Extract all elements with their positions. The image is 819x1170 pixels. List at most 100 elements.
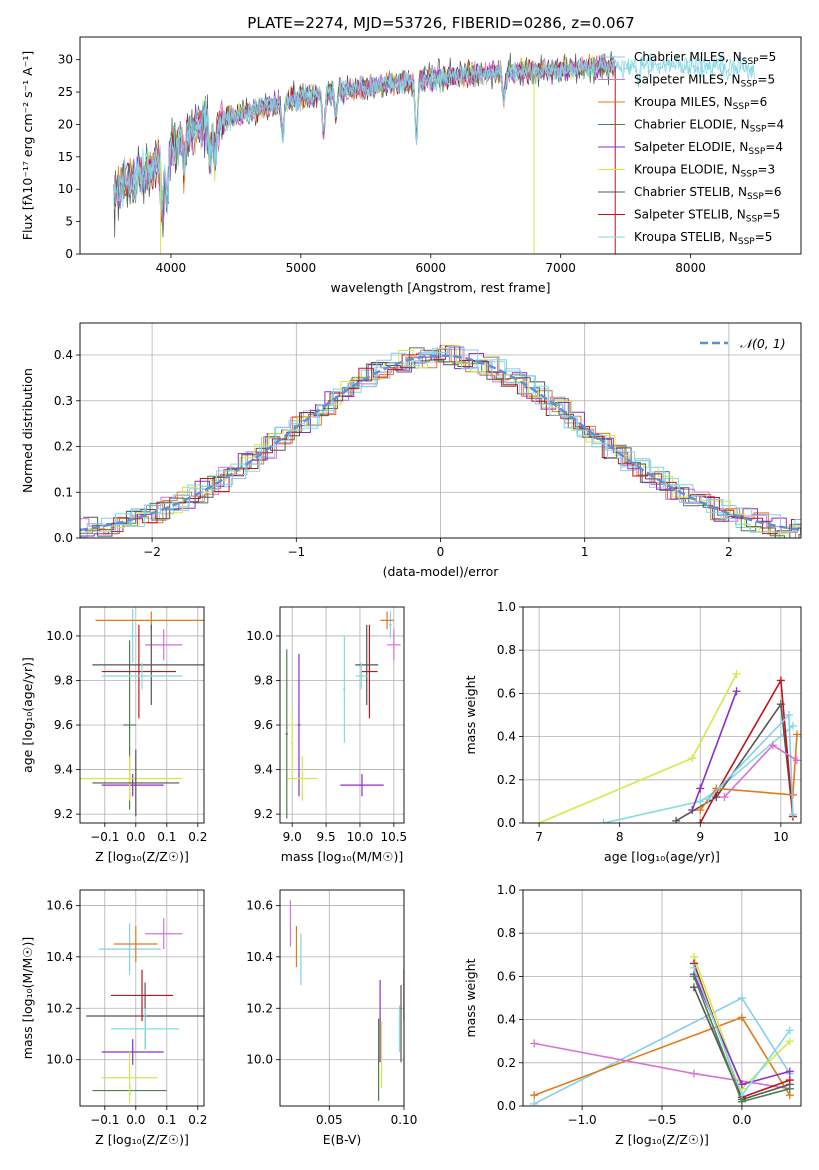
spectrum-xtick-label: 6000 bbox=[415, 261, 446, 275]
mass_vs_ebv-xlabel: E(B-V) bbox=[323, 1132, 362, 1147]
weight_vs_Z-marker bbox=[530, 1099, 539, 1106]
mass_vs_Z-frame bbox=[79, 889, 205, 1107]
weight_vs_age-series-chabrier-stelib bbox=[675, 701, 794, 822]
weight_vs_age-marker bbox=[599, 819, 608, 823]
mass_vs_Z-panel: −0.1 0.0 0.1 0.2 10.0 10.2 10.4 10.6 Z [log₁₀(Z/… bbox=[20, 889, 207, 1147]
weight_vs_age-ytick-label: 0.6 bbox=[497, 686, 516, 700]
weight_vs_age-frame bbox=[522, 606, 802, 824]
legend-entry: Kroupa ELODIE, NSSP=3 bbox=[634, 163, 775, 180]
legend-subscript: SSP bbox=[746, 215, 763, 225]
weight_vs_Z-marker bbox=[737, 994, 746, 1002]
weight_vs_Z-plot-area bbox=[530, 952, 794, 1106]
age_vs_Z-xtick-label: 0.0 bbox=[126, 830, 145, 844]
weight_vs_age-marker bbox=[732, 687, 741, 696]
panels: 4000 5000 6000 7000 8000051015202530waveleng… bbox=[20, 36, 802, 1147]
weight_vs_age-xtick-label: 8 bbox=[616, 830, 624, 844]
weight_vs_age-marker bbox=[696, 819, 705, 823]
spectrum-ytick-label: 30 bbox=[58, 53, 73, 67]
legend-count: =5 bbox=[755, 230, 773, 244]
legend-entry: Kroupa STELIB, NSSP=5 bbox=[634, 230, 772, 247]
age_vs_mass-frame bbox=[279, 606, 405, 824]
weight_vs_age-plot-area bbox=[535, 669, 801, 823]
spectrum-line-kroupa-stelib bbox=[113, 53, 756, 215]
weight_vs_Z-ytick-label: 1.0 bbox=[497, 883, 516, 897]
mass_vs_ebv-xtick-label: 0.05 bbox=[316, 1113, 343, 1127]
mass_vs_Z-xtick-label: −0.1 bbox=[90, 1113, 119, 1127]
legend-count: =4 bbox=[766, 118, 784, 132]
weight_vs_age-ylabel: mass weight bbox=[463, 675, 478, 754]
legend-subscript: SSP bbox=[742, 57, 759, 67]
weight_vs_Z-ytick-label: 0.8 bbox=[497, 926, 516, 940]
weight_vs_Z-marker bbox=[737, 1097, 746, 1106]
weight_vs_age-series-chabrier-miles bbox=[707, 713, 794, 815]
weight_vs_Z-marker bbox=[530, 1039, 539, 1048]
age_vs_Z-ytick-label: 9.4 bbox=[54, 763, 73, 777]
weight_vs_Z-xtick-label: −1.0 bbox=[568, 1113, 597, 1127]
weight_vs_Z-xlabel: Z [log₁₀(Z/Z☉)] bbox=[615, 1132, 709, 1147]
mass_vs_ebv-ytick-label: 10.6 bbox=[246, 898, 273, 912]
age_vs_Z-plot-area bbox=[80, 609, 204, 817]
weight_vs_age-xlabel: age [log₁₀(age/yr)] bbox=[604, 849, 720, 864]
residuals-ytick-label: 0.3 bbox=[54, 394, 73, 408]
weight_vs_Z-marker bbox=[785, 1026, 794, 1035]
normal-curve bbox=[80, 354, 801, 532]
residuals-xtick-label: 0 bbox=[437, 545, 445, 559]
mass_vs_Z-plot-area bbox=[86, 918, 204, 1104]
age_vs_Z-xtick-label: −0.1 bbox=[90, 830, 119, 844]
legend-subscript: SSP bbox=[747, 192, 764, 202]
weight_vs_age-marker bbox=[788, 721, 797, 730]
weight_vs_Z-marker bbox=[689, 963, 698, 972]
weight_vs_Z-ytick-label: 0.2 bbox=[497, 1056, 516, 1070]
legend-entry: Salpeter STELIB, NSSP=5 bbox=[634, 208, 780, 225]
mass_vs_Z-ytick-label: 10.6 bbox=[46, 898, 73, 912]
weight_vs_age-ytick-label: 0.4 bbox=[497, 730, 516, 744]
mass_vs_ebv-frame bbox=[279, 889, 405, 1107]
weight_vs_age-marker bbox=[776, 676, 785, 685]
weight_vs_Z-marker bbox=[785, 1037, 794, 1046]
weight_vs_age-panel: 7 8 9 10 0.0 0.2 0.4 0.6 0.8 1.0 age [log₁₀(age/yr… bbox=[463, 600, 802, 864]
residuals-ytick-label: 0.1 bbox=[54, 485, 73, 499]
age_vs_Z-xtick-label: 0.2 bbox=[188, 830, 207, 844]
mass_vs_ebv-ytick-label: 10.2 bbox=[246, 1001, 273, 1015]
legend-entry: Chabrier MILES, NSSP=5 bbox=[634, 50, 776, 67]
age_vs_Z-ytick-label: 9.2 bbox=[54, 807, 73, 821]
weight_vs_age-marker bbox=[688, 754, 697, 763]
age_vs_Z-panel: −0.1 0.0 0.1 0.2 9.2 9.4 9.6 9.8 10.0 Z [log₁₀(Z/… bbox=[20, 606, 207, 864]
histogram-chabrier-elodie bbox=[80, 347, 801, 538]
residuals-ytick-label: 0.4 bbox=[54, 348, 73, 362]
weight_vs_age-ytick-label: 0.8 bbox=[497, 643, 516, 657]
weight_vs_Z-ylabel: mass weight bbox=[463, 958, 478, 1037]
age_vs_mass-ytick-label: 9.2 bbox=[254, 807, 273, 821]
spectrum-plot-area bbox=[113, 51, 756, 254]
spectrum-ytick-label: 25 bbox=[58, 85, 73, 99]
weight_vs_Z-xtick-label: 0.0 bbox=[732, 1113, 751, 1127]
legend-entry: Salpeter ELODIE, NSSP=4 bbox=[634, 140, 783, 157]
histogram-salpeter-miles bbox=[80, 347, 801, 538]
mass_vs_ebv-panel: 0.05 0.10 10.0 10.2 10.4 10.6 E(B-V) bbox=[246, 889, 417, 1147]
residuals-plot-area bbox=[80, 344, 801, 538]
residuals-xtick-label: −1 bbox=[287, 545, 305, 559]
spectrum-ytick-label: 10 bbox=[58, 182, 73, 196]
age_vs_mass-plot-area bbox=[285, 611, 401, 819]
mass_vs_Z-ytick-label: 10.2 bbox=[46, 1001, 73, 1015]
residuals-xlabel: (data-model)/error bbox=[383, 564, 500, 579]
spectrum-ytick-label: 5 bbox=[65, 215, 73, 229]
weight_vs_Z-marker bbox=[785, 1067, 794, 1076]
age_vs_Z-xlabel: Z [log₁₀(Z/Z☉)] bbox=[95, 849, 189, 864]
age_vs_Z-ytick-label: 9.8 bbox=[54, 673, 73, 687]
weight_vs_Z-ytick-label: 0.4 bbox=[497, 1013, 516, 1027]
age_vs_Z-ytick-label: 9.6 bbox=[54, 718, 73, 732]
spectrum-xtick-label: 7000 bbox=[545, 261, 576, 275]
weight_vs_age-marker bbox=[696, 784, 705, 793]
residuals-xtick-label: 1 bbox=[581, 545, 589, 559]
weight_vs_age-marker bbox=[696, 797, 705, 806]
spectrum-xtick-label: 8000 bbox=[675, 261, 706, 275]
legend-count: =6 bbox=[764, 185, 782, 199]
age_vs_mass-xtick-label: 10.0 bbox=[347, 830, 374, 844]
legend-subscript: SSP bbox=[733, 102, 750, 112]
residuals-xtick-label: 2 bbox=[725, 545, 733, 559]
weight_vs_Z-marker bbox=[785, 1084, 794, 1093]
spectrum-ytick-label: 20 bbox=[58, 117, 73, 131]
age_vs_mass-ytick-label: 9.8 bbox=[254, 673, 273, 687]
spectrum-frame bbox=[79, 36, 802, 255]
